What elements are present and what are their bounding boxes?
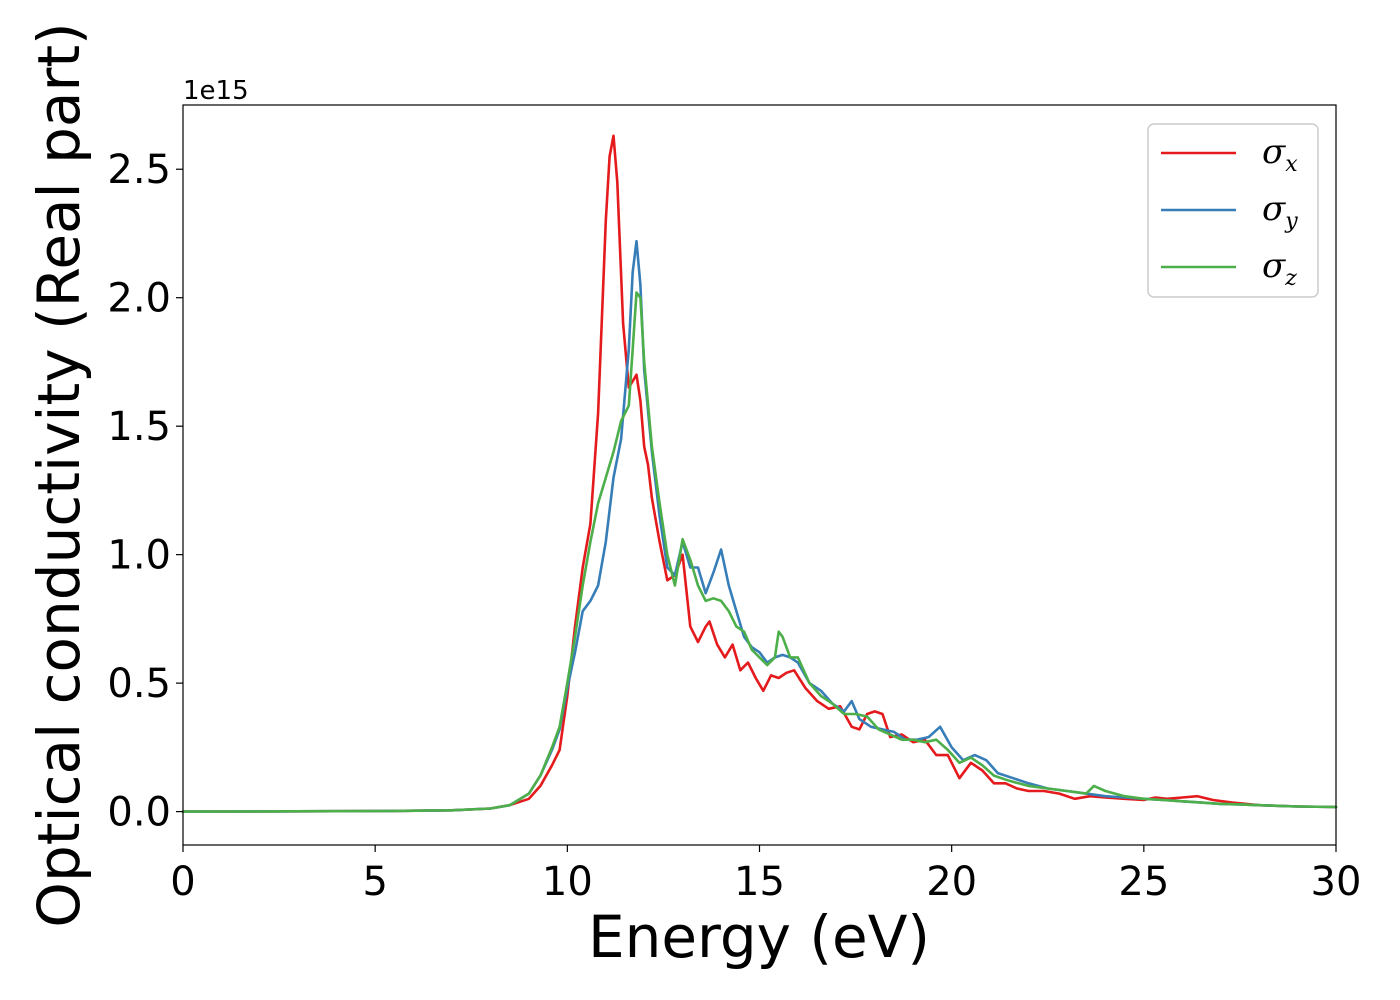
series-line-z: [181, 291, 1338, 813]
legend-label-y: σy: [1262, 189, 1298, 234]
y-axis-offset-label: 1e15: [183, 76, 249, 106]
x-tick-label: 25: [1118, 859, 1169, 905]
x-axis: 0 5 10 15 20 25 30: [170, 845, 1361, 905]
x-tick-label: 5: [362, 859, 387, 905]
legend-label-z: σz: [1262, 246, 1297, 291]
x-tick-label: 0: [170, 859, 195, 905]
series-layer: [181, 134, 1338, 813]
y-tick-label: 2.0: [107, 276, 171, 322]
x-axis-title: Energy (eV): [588, 903, 930, 971]
y-tick-label: 2.5: [107, 147, 171, 193]
y-axis-title: Optical conductivity (Real part): [25, 22, 93, 927]
x-tick-label: 30: [1311, 859, 1362, 905]
y-tick-label: 1.5: [107, 404, 171, 450]
series-line-x: [181, 134, 1338, 813]
x-tick-label: 20: [926, 859, 977, 905]
legend: σx σy σz: [1147, 123, 1319, 298]
y-axis: 0.0 0.5 1.0 1.5 2.0 2.5: [107, 147, 183, 836]
x-tick-label: 15: [734, 859, 785, 905]
y-tick-label: 1.0: [107, 533, 171, 579]
y-tick-label: 0.0: [107, 790, 171, 836]
x-tick-label: 10: [542, 859, 593, 905]
legend-label-x: σx: [1262, 132, 1298, 177]
y-tick-label: 0.5: [107, 661, 171, 707]
